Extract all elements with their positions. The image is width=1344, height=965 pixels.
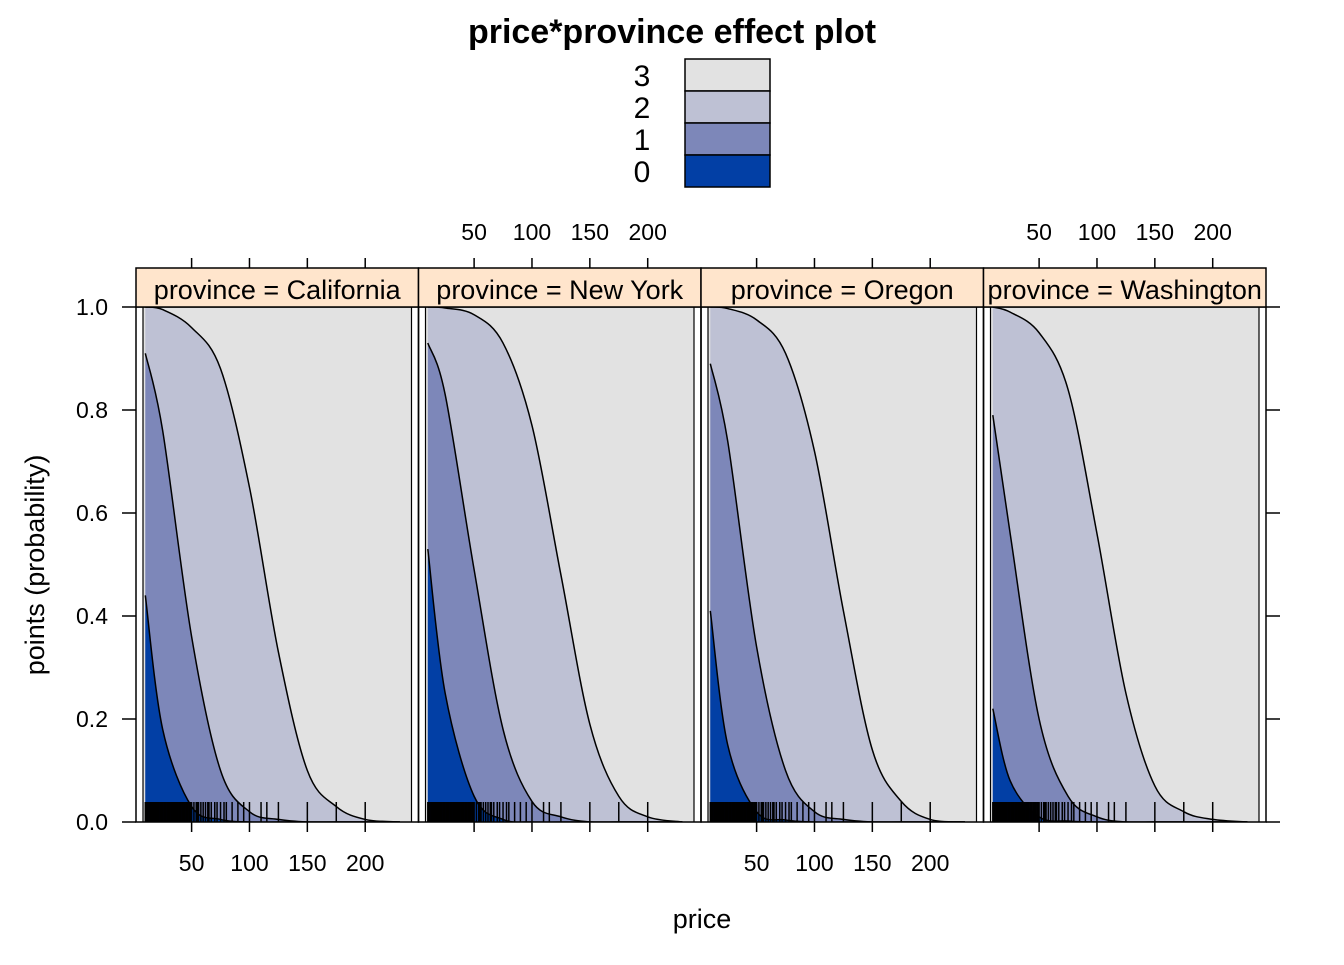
panel-data <box>708 307 977 822</box>
y-axis-label: points (probability) <box>20 455 50 676</box>
area-category-0 <box>145 595 400 822</box>
rug <box>709 802 931 822</box>
x-tick-label: 100 <box>795 850 833 876</box>
x-tick-label: 200 <box>1194 219 1232 245</box>
x-tick-label: 150 <box>1136 219 1174 245</box>
x-tick-label: 150 <box>571 219 609 245</box>
boundary-line <box>710 307 965 822</box>
legend-swatch <box>684 122 771 156</box>
legend-swatch <box>684 90 771 124</box>
area-category-1 <box>427 343 683 822</box>
panel: province = Washington 50 100 150 200 <box>982 219 1267 832</box>
x-tick-label: 150 <box>288 850 326 876</box>
x-tick-label: 200 <box>911 850 949 876</box>
panel-strip-label: province = Washington <box>988 275 1262 305</box>
panel-strip-label: province = California <box>154 275 402 305</box>
panel-strip <box>700 267 985 308</box>
x-tick-label: 50 <box>179 850 205 876</box>
rug <box>992 802 1214 822</box>
y-tick-label: 1.0 <box>76 294 108 320</box>
boundary-line <box>144 595 400 822</box>
x-axis-label: price <box>673 904 732 934</box>
legend-label: 1 <box>634 124 651 157</box>
legend-label: 0 <box>634 156 651 189</box>
boundary-line <box>992 708 1248 822</box>
axes: 0.0 0.2 0.4 0.6 0.8 1.0 <box>76 294 1280 835</box>
x-tick-label: 50 <box>744 850 770 876</box>
y-tick-label: 0.2 <box>76 706 108 732</box>
panel: province = California 50 100 150 200 <box>135 258 420 876</box>
panel-strip-label: province = New York <box>436 275 683 305</box>
y-tick-label: 0.8 <box>76 397 108 423</box>
legend-swatch <box>684 154 771 188</box>
x-axis: 50 100 150 200 <box>744 258 949 876</box>
panel-strip-label: province = Oregon <box>731 275 954 305</box>
x-tick-label: 50 <box>1026 219 1052 245</box>
boundary-line <box>427 548 683 822</box>
panel: province = New York 50 100 150 200 <box>417 219 702 832</box>
rug <box>144 802 366 822</box>
x-tick-label: 100 <box>513 219 551 245</box>
legend-label: 3 <box>634 60 651 93</box>
boundary-line <box>427 342 683 822</box>
area-category-1 <box>992 415 1248 822</box>
y-tick-label: 0.6 <box>76 500 108 526</box>
x-axis: 50 100 150 200 <box>1026 219 1232 832</box>
boundary-line <box>427 307 683 822</box>
panel-data <box>143 307 412 822</box>
x-tick-label: 150 <box>853 850 891 876</box>
x-tick-label: 100 <box>1078 219 1116 245</box>
area-category-0 <box>427 549 683 822</box>
boundary-line <box>709 610 965 822</box>
area-category-0 <box>710 610 965 822</box>
boundary-line <box>145 307 400 822</box>
legend-swatch <box>684 58 771 92</box>
boundary-line <box>992 307 1248 822</box>
chart-title: price*province effect plot <box>468 13 876 51</box>
x-tick-label: 100 <box>230 850 268 876</box>
x-axis: 50 100 150 200 <box>179 258 384 876</box>
y-tick-label: 0.0 <box>76 809 108 835</box>
panel: province = Oregon 50 100 150 200 <box>700 258 985 876</box>
x-tick-label: 200 <box>629 219 667 245</box>
legend-label: 2 <box>634 92 651 125</box>
x-tick-label: 50 <box>461 219 487 245</box>
area-category-2 <box>145 307 400 822</box>
panel-strip <box>417 267 702 308</box>
panel-data <box>990 307 1259 822</box>
x-tick-label: 200 <box>346 850 384 876</box>
rug <box>427 802 649 822</box>
panel-strip <box>982 267 1267 308</box>
y-tick-label: 0.4 <box>76 603 108 629</box>
x-axis: 50 100 150 200 <box>461 219 667 832</box>
area-category-2 <box>992 307 1248 822</box>
panel-strip <box>135 267 420 308</box>
area-category-2 <box>710 307 965 822</box>
panel-data <box>425 307 694 822</box>
